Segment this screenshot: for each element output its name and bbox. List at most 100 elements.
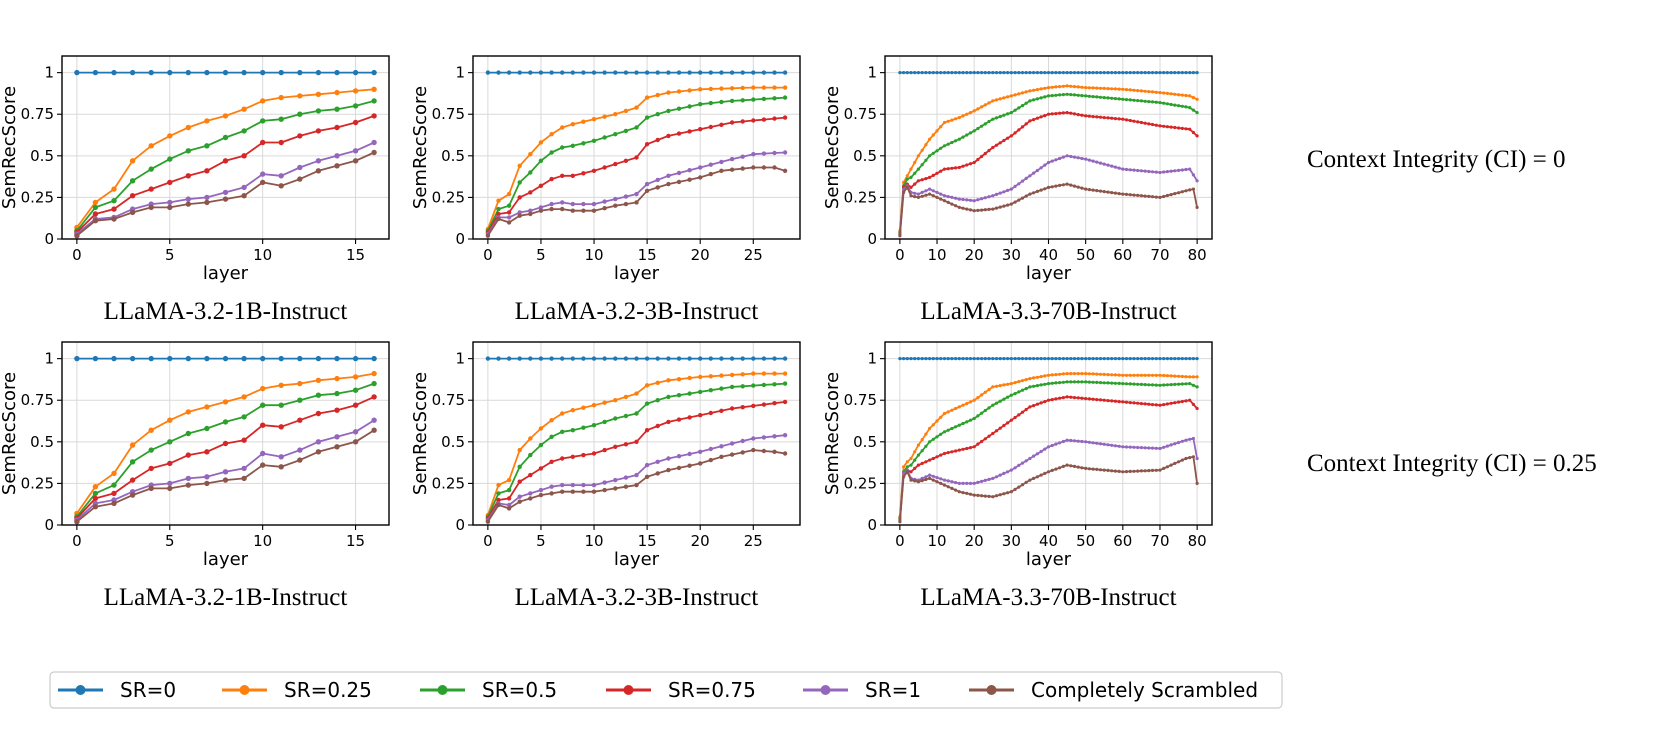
data-point — [1150, 122, 1155, 127]
data-point — [167, 439, 173, 445]
data-point — [751, 165, 756, 170]
data-point — [1058, 71, 1062, 75]
data-point — [591, 403, 597, 408]
data-point — [129, 209, 136, 216]
data-point — [902, 71, 906, 75]
data-point — [560, 356, 565, 361]
data-point — [740, 450, 745, 455]
data-point — [1032, 191, 1036, 195]
x-axis-label: layer — [1026, 263, 1072, 284]
data-point — [371, 370, 377, 377]
data-point — [1147, 194, 1151, 198]
y-tick-label: 0.75 — [21, 105, 54, 123]
x-tick-label: 0 — [483, 246, 493, 264]
data-point — [719, 356, 724, 361]
data-point — [1032, 98, 1036, 102]
data-point — [983, 390, 987, 394]
data-point — [987, 71, 991, 75]
data-point — [751, 97, 756, 102]
data-point — [334, 375, 340, 382]
data-point — [581, 489, 586, 494]
y-tick-label: 0.25 — [21, 474, 54, 492]
data-point — [1124, 382, 1129, 386]
data-point — [1136, 89, 1140, 93]
data-point — [905, 71, 909, 75]
data-point — [1158, 101, 1162, 105]
data-point — [496, 482, 501, 488]
y-tick-label: 0.5 — [441, 433, 465, 451]
data-point — [980, 124, 984, 128]
data-point — [708, 388, 713, 393]
data-point — [1177, 460, 1181, 464]
data-point — [902, 471, 906, 475]
series-sr-1 — [898, 154, 1199, 236]
data-point — [972, 416, 976, 421]
data-point — [517, 494, 522, 499]
data-point — [916, 453, 921, 457]
data-point — [1013, 184, 1017, 188]
data-point — [1069, 438, 1073, 443]
data-point — [935, 357, 939, 361]
data-point — [1184, 189, 1188, 193]
data-point — [950, 486, 954, 490]
data-point — [1020, 388, 1025, 392]
data-point — [1169, 193, 1173, 197]
series-sr-0.75 — [74, 394, 377, 521]
data-point — [1028, 456, 1032, 461]
data-point — [939, 146, 943, 150]
data-point — [954, 488, 958, 492]
data-point — [517, 479, 522, 484]
data-point — [1024, 407, 1028, 412]
data-point — [666, 467, 671, 473]
data-point — [1009, 382, 1013, 386]
data-point — [204, 449, 210, 455]
data-point — [1169, 383, 1173, 387]
data-point — [950, 426, 954, 431]
data-point — [204, 118, 210, 124]
data-point — [740, 85, 745, 91]
data-point — [1110, 357, 1114, 361]
data-point — [983, 122, 987, 126]
data-point — [1113, 97, 1117, 101]
data-point — [602, 199, 607, 204]
data-point — [1035, 88, 1039, 92]
data-point — [1065, 395, 1069, 399]
data-point — [708, 374, 713, 379]
data-point — [1110, 71, 1114, 75]
data-point — [1124, 373, 1129, 377]
data-point — [928, 71, 932, 75]
data-point — [222, 113, 229, 119]
data-point — [729, 167, 735, 172]
data-point — [968, 162, 973, 166]
data-point — [1143, 469, 1147, 473]
data-point — [1150, 373, 1155, 377]
data-point — [782, 451, 788, 456]
data-point — [1184, 375, 1188, 379]
data-point — [946, 479, 950, 483]
data-point — [1009, 418, 1013, 422]
data-point — [1147, 90, 1151, 94]
data-point — [1039, 166, 1043, 170]
x-tick-label: 30 — [1002, 532, 1021, 550]
data-point — [1165, 170, 1169, 174]
data-point — [560, 411, 565, 416]
data-point — [506, 356, 512, 361]
y-tick-label: 0.75 — [432, 391, 465, 409]
plot-frame — [61, 341, 390, 526]
data-point — [1191, 71, 1195, 75]
data-point — [1046, 470, 1051, 474]
data-point — [241, 184, 247, 191]
data-point — [1121, 445, 1125, 449]
data-point — [980, 393, 984, 397]
data-point — [1184, 105, 1188, 109]
data-point — [297, 417, 303, 423]
data-point — [1184, 167, 1188, 172]
data-point — [1065, 92, 1069, 96]
data-point — [991, 385, 995, 389]
data-point — [1046, 357, 1051, 361]
data-point — [950, 480, 954, 484]
data-point — [916, 195, 921, 199]
data-point — [1117, 444, 1121, 448]
data-point — [1132, 373, 1136, 377]
data-point — [1013, 466, 1017, 470]
